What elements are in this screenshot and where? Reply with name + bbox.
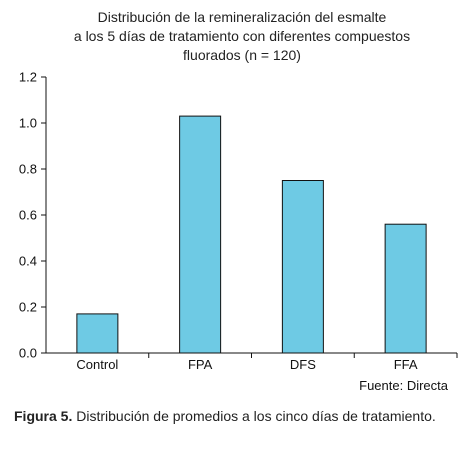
chart-title-line-3: fluorados (n = 120) — [183, 47, 301, 63]
figure-caption: Figura 5. Distribución de promedios a lo… — [14, 406, 459, 427]
x-tick-label: Control — [76, 357, 118, 372]
bar-dfs — [281, 180, 324, 354]
chart-title: Distribución de la remineralización del … — [22, 8, 462, 65]
y-tick-label: 1.0 — [19, 116, 37, 131]
y-tick-label: 0.8 — [19, 162, 37, 177]
y-tick-label: 0.2 — [19, 300, 37, 315]
y-tick-label: 1.2 — [19, 70, 37, 85]
figure-caption-text: Distribución de promedios a los cinco dí… — [72, 408, 436, 424]
x-tick-label: DFS — [290, 357, 316, 372]
x-tick-label: FFA — [394, 357, 418, 372]
bars — [76, 115, 427, 354]
bar-ffa — [384, 223, 427, 354]
bar-fpa — [179, 115, 222, 354]
chart-title-line-2: a los 5 días de tratamiento con diferent… — [73, 28, 411, 44]
x-tick-label: FPA — [188, 357, 213, 372]
y-tick-label: 0.6 — [19, 208, 37, 223]
source-note: Fuente: Directa — [359, 378, 448, 393]
figure-caption-label: Figura 5. — [14, 408, 73, 424]
chart-title-line-1: Distribución de la remineralización del … — [97, 9, 387, 25]
y-tick-label: 0.4 — [19, 254, 37, 269]
y-axis: 0.0 0.2 0.4 0.6 0.8 1.0 1.2 — [19, 70, 47, 361]
bar-control — [76, 313, 119, 354]
y-tick-label: 0.0 — [19, 346, 37, 361]
bar-chart: 0.0 0.2 0.4 0.6 0.8 1.0 1.2 Control FPA DFS FFA — [19, 70, 458, 372]
x-axis: Control FPA DFS FFA — [46, 352, 458, 372]
